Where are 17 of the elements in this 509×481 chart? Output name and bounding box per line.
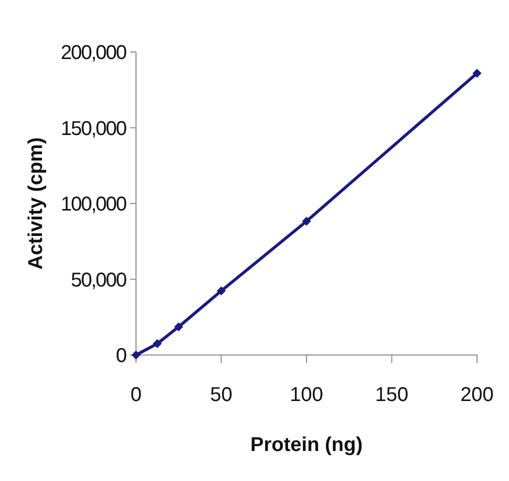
point bbox=[152, 339, 162, 348]
x-tick-label: 50 bbox=[210, 384, 232, 406]
y-tick-label: 0 bbox=[116, 345, 127, 367]
x-tick-label: 100 bbox=[290, 384, 324, 406]
point bbox=[216, 286, 226, 296]
y-tick-label: 100,000 bbox=[60, 194, 127, 216]
y-tick-label: 50,000 bbox=[70, 269, 127, 292]
x-tick-label: 0 bbox=[130, 384, 142, 406]
y-axis-title: Activity (cpm) bbox=[25, 137, 47, 270]
x-tick-label: 200 bbox=[460, 384, 494, 406]
x-tick-label: 150 bbox=[375, 384, 408, 406]
point bbox=[174, 322, 184, 332]
point bbox=[472, 68, 482, 78]
x-axis-title: Protein (ng) bbox=[250, 434, 363, 456]
y-tick-label: 150,000 bbox=[60, 118, 127, 140]
y-tick-label: 200,000 bbox=[60, 42, 127, 64]
point bbox=[302, 216, 311, 226]
